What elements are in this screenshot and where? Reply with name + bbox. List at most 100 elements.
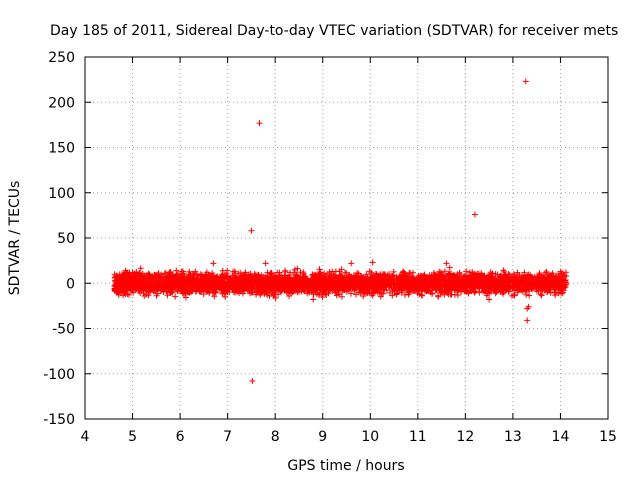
data-point bbox=[375, 273, 382, 280]
data-point bbox=[316, 266, 323, 273]
data-point bbox=[282, 268, 289, 275]
data-point bbox=[393, 290, 400, 297]
data-point bbox=[537, 291, 544, 298]
data-point bbox=[328, 275, 335, 282]
data-point bbox=[404, 281, 411, 288]
data-point bbox=[429, 283, 436, 290]
data-point bbox=[317, 269, 324, 276]
data-point bbox=[398, 287, 405, 294]
data-point bbox=[138, 274, 145, 281]
data-point bbox=[490, 276, 497, 283]
data-point bbox=[134, 284, 141, 291]
data-point bbox=[212, 279, 219, 286]
data-point bbox=[203, 283, 210, 290]
data-point bbox=[476, 285, 483, 292]
data-point bbox=[440, 282, 447, 289]
data-point bbox=[116, 280, 123, 287]
data-point bbox=[454, 292, 461, 299]
data-point bbox=[274, 269, 281, 276]
data-point bbox=[353, 273, 360, 280]
data-point bbox=[385, 283, 392, 290]
data-point bbox=[507, 283, 514, 290]
data-point bbox=[184, 274, 191, 281]
data-point bbox=[459, 284, 466, 291]
data-point bbox=[451, 282, 458, 289]
x-tick-label: 11 bbox=[409, 429, 427, 445]
data-point bbox=[515, 277, 522, 284]
data-point bbox=[368, 275, 375, 282]
data-point bbox=[313, 291, 320, 298]
grid bbox=[85, 57, 608, 419]
data-point bbox=[462, 287, 469, 294]
data-point bbox=[229, 286, 236, 293]
data-point bbox=[160, 288, 167, 295]
data-point bbox=[126, 285, 133, 292]
outlier-point bbox=[525, 303, 532, 310]
data-point bbox=[306, 282, 313, 289]
data-points bbox=[111, 78, 570, 384]
data-point bbox=[319, 294, 326, 301]
data-point bbox=[210, 284, 217, 291]
data-point bbox=[536, 270, 543, 277]
data-point bbox=[528, 274, 535, 281]
data-point bbox=[120, 292, 127, 299]
data-point bbox=[178, 287, 185, 294]
data-point bbox=[268, 269, 275, 276]
data-point bbox=[230, 268, 237, 275]
data-point bbox=[207, 274, 214, 281]
data-point bbox=[323, 281, 330, 288]
data-point bbox=[399, 275, 406, 282]
data-point bbox=[189, 281, 196, 288]
data-point bbox=[337, 282, 344, 289]
data-point bbox=[112, 277, 119, 284]
data-point bbox=[348, 278, 355, 285]
data-point bbox=[402, 277, 409, 284]
data-point bbox=[430, 277, 437, 284]
data-point bbox=[475, 270, 482, 277]
data-point bbox=[248, 289, 255, 296]
x-tick-label: 10 bbox=[361, 429, 379, 445]
data-point bbox=[471, 289, 478, 296]
outlier-point bbox=[210, 260, 217, 267]
data-point bbox=[487, 276, 494, 283]
data-point bbox=[464, 281, 471, 288]
data-point bbox=[559, 279, 566, 286]
data-point bbox=[362, 285, 369, 292]
data-point bbox=[236, 286, 243, 293]
data-point bbox=[221, 288, 228, 295]
data-point bbox=[521, 269, 528, 276]
data-point bbox=[465, 288, 472, 295]
data-point bbox=[124, 270, 131, 277]
data-point bbox=[410, 285, 417, 292]
data-point bbox=[267, 284, 274, 291]
x-tick-label: 9 bbox=[318, 429, 327, 445]
data-point bbox=[500, 275, 507, 282]
x-tick-label: 15 bbox=[599, 429, 617, 445]
data-point bbox=[162, 274, 169, 281]
data-point bbox=[534, 281, 541, 288]
data-point bbox=[192, 268, 199, 275]
data-point bbox=[182, 294, 189, 301]
data-point bbox=[543, 268, 550, 275]
data-point bbox=[293, 271, 300, 278]
data-point bbox=[348, 290, 355, 297]
data-point bbox=[463, 275, 470, 282]
data-point bbox=[150, 276, 157, 283]
data-point bbox=[456, 276, 463, 283]
data-point bbox=[262, 286, 269, 293]
data-point bbox=[480, 283, 487, 290]
data-point bbox=[286, 275, 293, 282]
y-tick-label: 200 bbox=[48, 95, 75, 111]
data-point bbox=[342, 285, 349, 292]
data-point bbox=[424, 287, 431, 294]
data-point bbox=[189, 276, 196, 283]
data-point bbox=[322, 277, 329, 284]
y-tick-label: 250 bbox=[48, 50, 75, 66]
data-point bbox=[511, 279, 518, 286]
data-point bbox=[136, 269, 143, 276]
data-point bbox=[146, 285, 153, 292]
data-point bbox=[297, 275, 304, 282]
data-point bbox=[264, 292, 271, 299]
data-point bbox=[245, 273, 252, 280]
data-point bbox=[161, 284, 168, 291]
